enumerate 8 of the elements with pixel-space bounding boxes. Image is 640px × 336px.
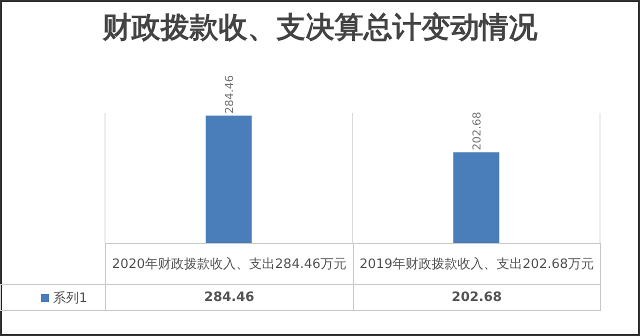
legend-label: 系列1 <box>53 290 88 306</box>
data-label: 202.68 <box>452 290 502 305</box>
x-tick-label: 2019年财政拨款收入、支出202.68万元 <box>359 256 594 272</box>
x-tick-label: 2020年财政拨款收入、支出284.46万元 <box>112 256 347 272</box>
chart-title: 财政拨款收、支决算总计变动情况 <box>101 9 538 46</box>
data-label: 284.46 <box>204 290 254 305</box>
text: 202.68 <box>470 112 484 150</box>
text: 284.46 <box>222 75 236 114</box>
